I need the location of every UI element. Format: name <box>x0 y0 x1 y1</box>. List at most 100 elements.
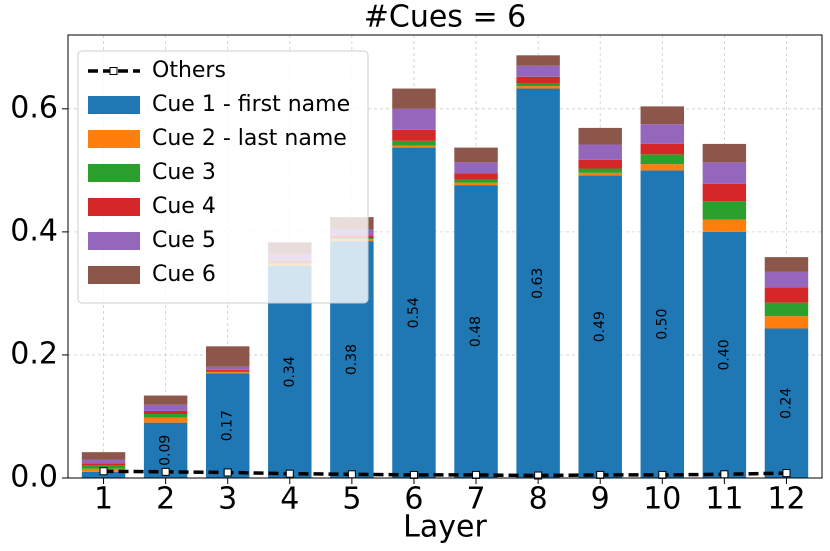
plot-frame <box>67 34 823 479</box>
legend-swatch <box>88 130 140 148</box>
x-tick-label: 9 <box>591 482 610 517</box>
line-marker <box>161 467 170 476</box>
legend-swatch <box>88 164 140 182</box>
value-label: 0.49 <box>592 311 608 342</box>
bar-segment <box>640 170 685 478</box>
y-tick-label: 0.2 <box>10 336 58 371</box>
line-marker <box>720 470 729 479</box>
bar-segment <box>516 86 560 89</box>
line-marker <box>534 471 543 480</box>
bar-segment <box>143 395 188 405</box>
value-label: 0.48 <box>468 316 484 347</box>
y-tick-label: 0.6 <box>10 90 58 125</box>
x-tick-label: 8 <box>529 482 548 517</box>
bar-segment <box>578 159 622 169</box>
x-tick-label: 1 <box>94 482 113 517</box>
line-marker <box>347 470 356 479</box>
line-marker <box>596 470 605 479</box>
bar-segment <box>392 108 436 130</box>
bar-segment <box>516 55 560 66</box>
legend-label: Cue 1 - first name <box>152 92 350 117</box>
legend-label: Cue 5 <box>152 228 216 253</box>
value-label: 0.38 <box>344 344 360 375</box>
bar-segment <box>764 287 809 303</box>
bar-segment <box>640 106 685 125</box>
bar-segment <box>578 144 622 160</box>
bar-segment <box>392 147 436 479</box>
value-label: 0.09 <box>158 435 174 466</box>
bar-segment <box>764 316 809 329</box>
bar-segment <box>454 173 498 180</box>
bar-segment <box>702 162 747 184</box>
bar-segment <box>516 82 560 87</box>
line-marker <box>658 470 667 479</box>
value-label: 0.17 <box>220 410 236 441</box>
value-label: 0.40 <box>716 339 732 370</box>
bar-segment <box>454 185 498 478</box>
legend-swatch <box>88 198 140 216</box>
bar-segment <box>764 328 809 478</box>
value-label: 0.50 <box>654 309 670 340</box>
bar-segment <box>454 162 498 174</box>
x-tick-label: 3 <box>218 482 237 517</box>
bar-segment <box>702 201 747 220</box>
bar-segment <box>454 182 498 186</box>
legend-label: Cue 3 <box>152 160 216 185</box>
y-tick-label: 0.0 <box>10 460 58 495</box>
chart-title: #Cues = 6 <box>364 0 526 35</box>
bar-segment <box>764 302 809 317</box>
bar-segment <box>392 145 436 148</box>
bar-segment <box>454 179 498 183</box>
line <box>103 469 787 478</box>
value-label: 0.63 <box>530 268 546 299</box>
bar-segment <box>205 373 250 478</box>
bar-segment <box>143 414 188 418</box>
bar-segment <box>764 257 809 272</box>
x-tick-label: 11 <box>705 482 743 517</box>
bar-segment <box>454 147 498 163</box>
legend-swatch <box>88 96 140 114</box>
x-axis-label: Layer <box>403 510 487 545</box>
line-marker <box>223 468 232 477</box>
x-tick-label: 4 <box>280 482 299 517</box>
x-tick-label: 7 <box>466 482 485 517</box>
bar-segment <box>640 124 685 144</box>
legend-label: Others <box>152 58 226 83</box>
bar-segment <box>578 175 622 479</box>
bar-segment <box>516 88 560 478</box>
legend-label: Cue 2 - last name <box>152 126 347 151</box>
legend-label: Cue 6 <box>152 262 216 287</box>
legend-label: Cue 4 <box>152 194 216 219</box>
bar-segment <box>81 463 126 466</box>
bar-segment <box>205 366 250 370</box>
bar-segment <box>205 369 250 371</box>
value-label: 0.24 <box>778 388 794 419</box>
x-tick-label: 2 <box>156 482 175 517</box>
bar-segment <box>640 143 685 155</box>
legend-swatch <box>88 232 140 250</box>
bar-segment <box>640 154 685 165</box>
bar-segment <box>205 346 250 367</box>
x-tick-label: 5 <box>342 482 361 517</box>
value-label: 0.34 <box>282 356 298 387</box>
bar-segment <box>392 140 436 146</box>
bar-segment <box>205 372 250 374</box>
value-label: 0.54 <box>406 297 422 328</box>
legend-marker <box>109 67 118 75</box>
line-marker <box>99 467 108 476</box>
bar-segment <box>702 231 747 478</box>
bar-segment <box>702 183 747 202</box>
x-tick-label: 12 <box>767 482 805 517</box>
bar-segment <box>205 370 250 373</box>
bar-segment <box>392 88 436 109</box>
legend-swatch <box>88 266 140 284</box>
legend-box <box>77 50 369 304</box>
x-tick-label: 6 <box>404 482 423 517</box>
bar-segment <box>516 76 560 83</box>
bar-segment <box>81 452 126 460</box>
bar-segment <box>392 129 436 141</box>
bar-segment <box>764 271 809 288</box>
x-tick-label: 10 <box>643 482 681 517</box>
bar-segment <box>143 417 188 423</box>
